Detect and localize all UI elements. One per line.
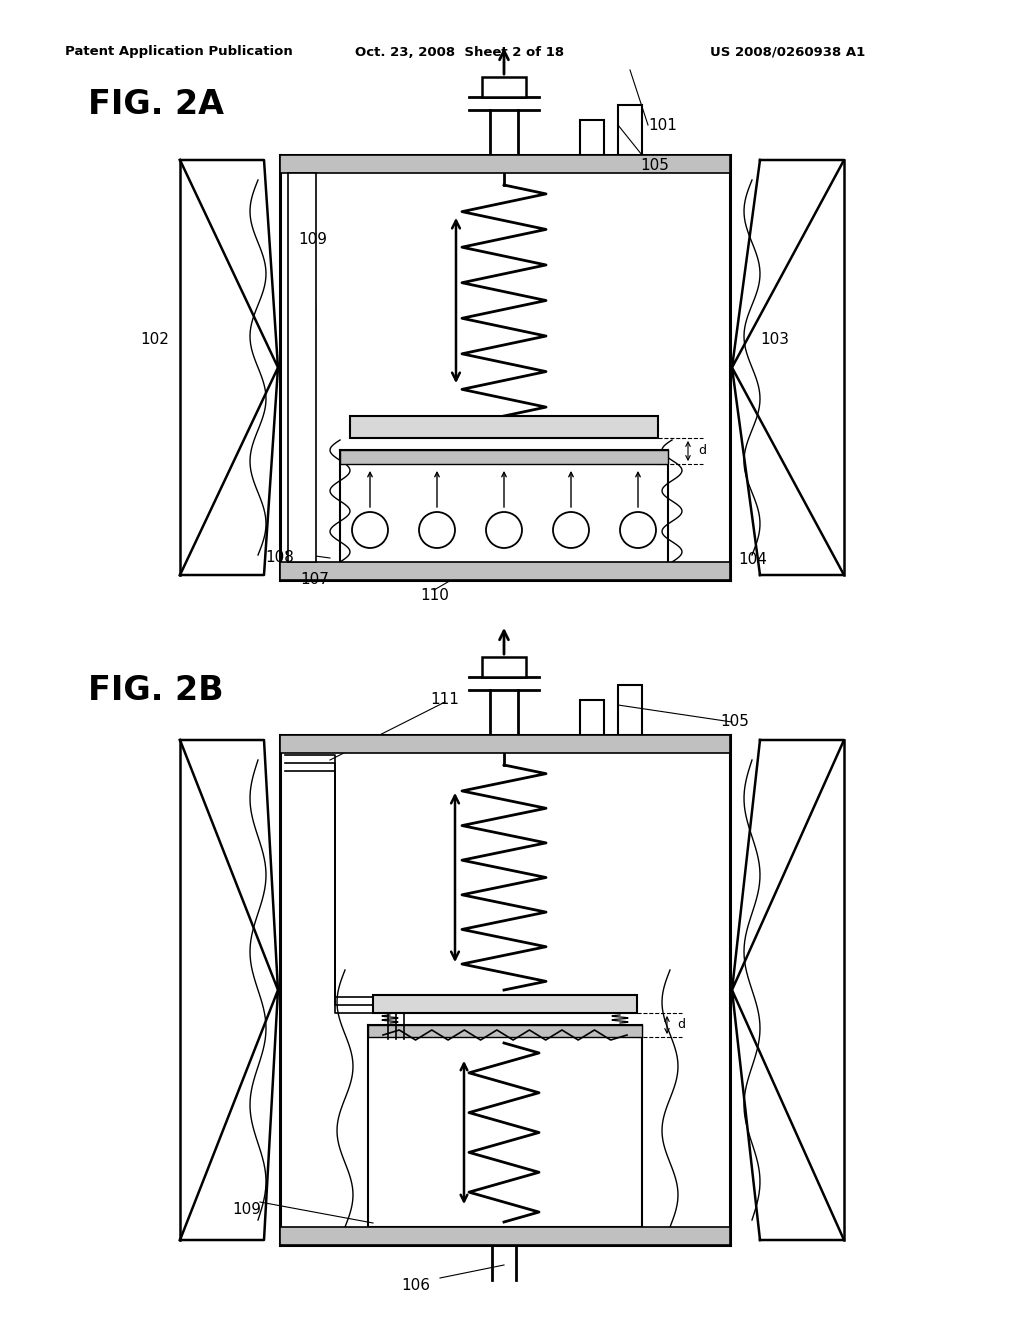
Bar <box>580 700 604 735</box>
Bar <box>280 154 730 173</box>
Text: 105: 105 <box>720 714 749 730</box>
Polygon shape <box>732 741 844 990</box>
Polygon shape <box>180 367 278 576</box>
Text: 102: 102 <box>140 333 169 347</box>
Bar <box>580 120 604 154</box>
Polygon shape <box>180 741 278 990</box>
Text: d: d <box>677 1019 685 1031</box>
Bar <box>280 735 730 752</box>
Polygon shape <box>180 990 278 1239</box>
Bar <box>280 562 730 579</box>
Text: Oct. 23, 2008  Sheet 2 of 18: Oct. 23, 2008 Sheet 2 of 18 <box>355 45 564 58</box>
Bar <box>340 450 668 465</box>
Polygon shape <box>732 367 844 576</box>
Text: FIG. 2B: FIG. 2B <box>88 673 223 706</box>
Text: 111: 111 <box>430 693 459 708</box>
Bar <box>482 657 526 677</box>
Text: 109: 109 <box>232 1203 261 1217</box>
Text: 107: 107 <box>300 573 329 587</box>
Text: 104: 104 <box>738 553 767 568</box>
Text: Patent Application Publication: Patent Application Publication <box>65 45 293 58</box>
Polygon shape <box>732 160 844 367</box>
Bar <box>618 685 642 735</box>
Bar <box>482 77 526 96</box>
Text: 110: 110 <box>420 587 449 602</box>
Bar <box>350 416 658 438</box>
Bar <box>280 1228 730 1245</box>
Bar <box>288 173 316 562</box>
Text: FIG. 2A: FIG. 2A <box>88 88 224 121</box>
Text: 109: 109 <box>298 232 327 248</box>
Polygon shape <box>180 160 278 367</box>
Polygon shape <box>732 990 844 1239</box>
Bar <box>368 1026 642 1038</box>
Bar <box>618 106 642 154</box>
Text: d: d <box>698 445 706 458</box>
Bar <box>373 995 637 1012</box>
Text: US 2008/0260938 A1: US 2008/0260938 A1 <box>710 45 865 58</box>
Text: 103: 103 <box>760 333 790 347</box>
Text: 106: 106 <box>401 1278 430 1292</box>
Text: 108: 108 <box>265 550 294 565</box>
Text: 105: 105 <box>640 157 669 173</box>
Text: 101: 101 <box>648 117 677 132</box>
